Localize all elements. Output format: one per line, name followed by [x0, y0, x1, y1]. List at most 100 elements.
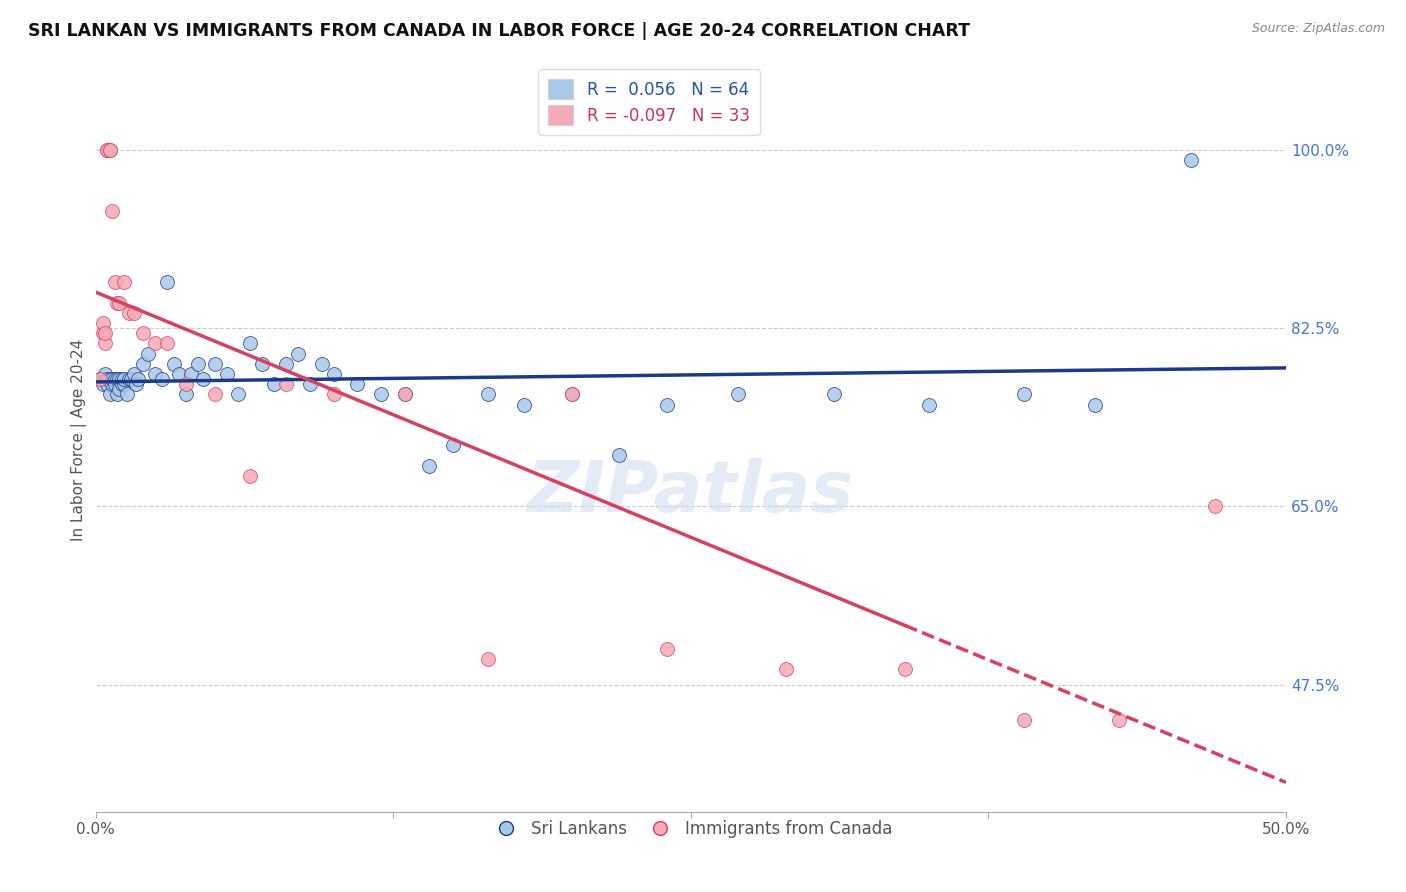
Point	[1108, 713, 1130, 727]
Point	[118, 306, 141, 320]
Point	[204, 387, 226, 401]
Point	[94, 326, 117, 341]
Point	[513, 398, 536, 412]
Point	[111, 377, 134, 392]
Point	[775, 662, 797, 676]
Point	[894, 662, 917, 676]
Point	[418, 458, 440, 473]
Point	[477, 387, 499, 401]
Point	[127, 372, 149, 386]
Point	[112, 377, 135, 392]
Point	[94, 336, 117, 351]
Point	[263, 377, 285, 392]
Point	[111, 372, 134, 386]
Point	[143, 336, 166, 351]
Point	[89, 372, 111, 386]
Point	[298, 377, 321, 392]
Point	[655, 642, 678, 657]
Point	[118, 372, 141, 386]
Point	[122, 367, 145, 381]
Point	[105, 387, 128, 401]
Point	[287, 346, 309, 360]
Point	[441, 438, 464, 452]
Point	[727, 387, 749, 401]
Point	[1012, 713, 1035, 727]
Point	[311, 357, 333, 371]
Point	[143, 367, 166, 381]
Point	[561, 387, 583, 401]
Point	[104, 372, 127, 386]
Point	[96, 143, 118, 157]
Point	[274, 357, 297, 371]
Point	[91, 326, 114, 341]
Point	[132, 326, 155, 341]
Point	[108, 372, 131, 386]
Point	[252, 357, 274, 371]
Point	[132, 357, 155, 371]
Point	[101, 204, 124, 219]
Point	[122, 306, 145, 320]
Point	[104, 377, 127, 392]
Point	[561, 387, 583, 401]
Point	[239, 468, 262, 483]
Point	[120, 372, 142, 386]
Point	[89, 372, 111, 386]
Point	[112, 276, 135, 290]
Point	[274, 377, 297, 392]
Point	[187, 357, 209, 371]
Point	[174, 387, 197, 401]
Point	[94, 372, 117, 386]
Point	[112, 372, 135, 386]
Point	[1204, 500, 1226, 514]
Point	[215, 367, 238, 381]
Point	[98, 143, 121, 157]
Point	[156, 336, 179, 351]
Point	[105, 372, 128, 386]
Point	[96, 372, 118, 386]
Point	[370, 387, 392, 401]
Text: ZIPatlas: ZIPatlas	[527, 458, 855, 527]
Point	[115, 387, 138, 401]
Legend: Sri Lankans, Immigrants from Canada: Sri Lankans, Immigrants from Canada	[482, 814, 898, 845]
Point	[104, 276, 127, 290]
Y-axis label: In Labor Force | Age 20-24: In Labor Force | Age 20-24	[72, 339, 87, 541]
Text: Source: ZipAtlas.com: Source: ZipAtlas.com	[1251, 22, 1385, 36]
Point	[94, 367, 117, 381]
Point	[150, 372, 173, 386]
Point	[204, 357, 226, 371]
Point	[477, 652, 499, 666]
Point	[191, 372, 214, 386]
Point	[125, 377, 148, 392]
Point	[655, 398, 678, 412]
Point	[91, 316, 114, 330]
Point	[239, 336, 262, 351]
Text: SRI LANKAN VS IMMIGRANTS FROM CANADA IN LABOR FORCE | AGE 20-24 CORRELATION CHAR: SRI LANKAN VS IMMIGRANTS FROM CANADA IN …	[28, 22, 970, 40]
Point	[1012, 387, 1035, 401]
Point	[156, 276, 179, 290]
Point	[394, 387, 416, 401]
Point	[101, 377, 124, 392]
Point	[228, 387, 250, 401]
Point	[394, 387, 416, 401]
Point	[918, 398, 941, 412]
Point	[108, 295, 131, 310]
Point	[101, 372, 124, 386]
Point	[136, 346, 159, 360]
Point	[167, 367, 190, 381]
Point	[823, 387, 845, 401]
Point	[98, 372, 121, 386]
Point	[105, 295, 128, 310]
Point	[96, 377, 118, 392]
Point	[174, 377, 197, 392]
Point	[1180, 153, 1202, 168]
Point	[180, 367, 202, 381]
Point	[163, 357, 186, 371]
Point	[91, 377, 114, 392]
Point	[346, 377, 368, 392]
Point	[607, 449, 630, 463]
Point	[98, 143, 121, 157]
Point	[108, 382, 131, 396]
Point	[1084, 398, 1107, 412]
Point	[322, 367, 344, 381]
Point	[96, 143, 118, 157]
